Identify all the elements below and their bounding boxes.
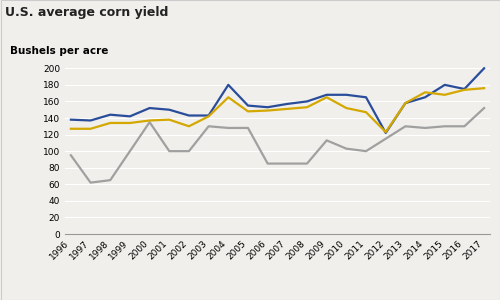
U.S. total — [127, 121, 133, 125]
Heartland — [264, 105, 270, 109]
Southern Seaboard — [304, 162, 310, 165]
U.S. total — [88, 127, 94, 130]
Southern Seaboard — [264, 162, 270, 165]
Southern Seaboard — [186, 149, 192, 153]
U.S. total — [186, 124, 192, 128]
Southern Seaboard — [226, 126, 232, 130]
Southern Seaboard — [344, 147, 349, 151]
Heartland — [442, 83, 448, 87]
Southern Seaboard — [324, 139, 330, 142]
Heartland — [226, 83, 232, 87]
Heartland — [166, 108, 172, 112]
Heartland — [324, 93, 330, 97]
U.S. total — [146, 119, 152, 122]
Line: Southern Seaboard: Southern Seaboard — [71, 108, 484, 183]
Southern Seaboard — [422, 126, 428, 130]
Heartland — [304, 100, 310, 103]
U.S. total — [166, 118, 172, 122]
Southern Seaboard — [442, 124, 448, 128]
Heartland — [422, 95, 428, 99]
U.S. total — [304, 105, 310, 109]
Heartland — [363, 95, 369, 99]
Text: U.S. average corn yield: U.S. average corn yield — [5, 6, 168, 19]
Line: Heartland: Heartland — [71, 68, 484, 133]
Southern Seaboard — [382, 137, 388, 140]
U.S. total — [226, 95, 232, 99]
Southern Seaboard — [166, 149, 172, 153]
Heartland — [402, 101, 408, 105]
Heartland — [146, 106, 152, 110]
Heartland — [88, 119, 94, 122]
Heartland — [481, 67, 487, 70]
Southern Seaboard — [284, 162, 290, 165]
U.S. total — [442, 93, 448, 97]
U.S. total — [481, 86, 487, 90]
Heartland — [68, 118, 74, 122]
U.S. total — [264, 109, 270, 112]
Heartland — [245, 104, 251, 107]
U.S. total — [382, 130, 388, 134]
Southern Seaboard — [68, 154, 74, 157]
U.S. total — [284, 107, 290, 111]
Heartland — [462, 87, 468, 91]
Heartland — [186, 114, 192, 117]
U.S. total — [422, 91, 428, 94]
Southern Seaboard — [88, 181, 94, 184]
Southern Seaboard — [245, 126, 251, 130]
Heartland — [127, 115, 133, 118]
Heartland — [108, 113, 114, 116]
Southern Seaboard — [402, 124, 408, 128]
U.S. total — [206, 115, 212, 118]
U.S. total — [68, 127, 74, 130]
Southern Seaboard — [462, 124, 468, 128]
Line: U.S. total: U.S. total — [71, 88, 484, 132]
Southern Seaboard — [363, 149, 369, 153]
U.S. total — [324, 95, 330, 99]
Heartland — [382, 131, 388, 135]
Heartland — [206, 114, 212, 117]
U.S. total — [402, 101, 408, 105]
Heartland — [344, 93, 349, 97]
Southern Seaboard — [127, 149, 133, 153]
U.S. total — [344, 106, 349, 110]
Southern Seaboard — [481, 106, 487, 110]
U.S. total — [462, 88, 468, 92]
U.S. total — [363, 110, 369, 114]
Text: Bushels per acre: Bushels per acre — [10, 46, 108, 56]
U.S. total — [245, 110, 251, 113]
Southern Seaboard — [108, 178, 114, 182]
Heartland — [284, 102, 290, 106]
Southern Seaboard — [206, 124, 212, 128]
U.S. total — [108, 121, 114, 125]
Southern Seaboard — [146, 120, 152, 124]
